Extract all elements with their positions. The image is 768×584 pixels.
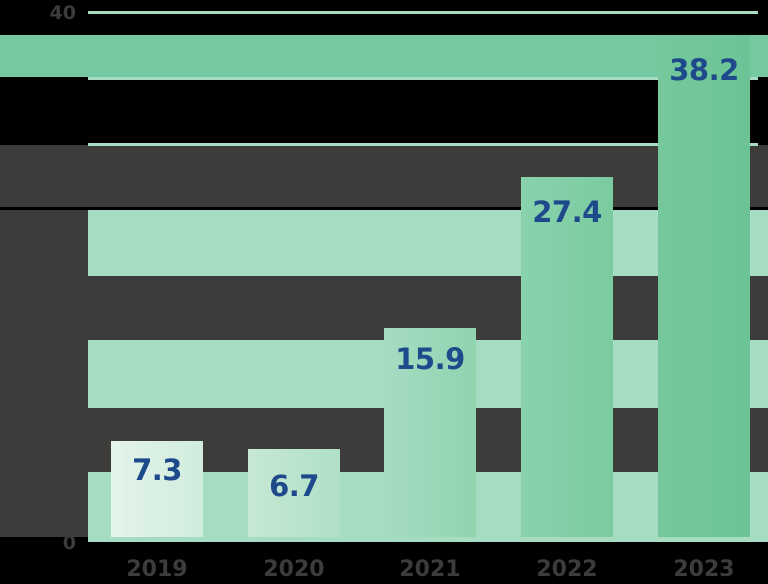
decorative-band — [0, 35, 768, 77]
decorative-band — [88, 210, 768, 276]
bar-value-label: 15.9 — [395, 342, 465, 376]
bar-value-label: 6.7 — [269, 469, 319, 503]
bar-value-label: 38.2 — [669, 53, 739, 87]
bar-2019[interactable]: 7.3 — [111, 441, 203, 537]
bar-2021[interactable]: 15.9 — [384, 328, 476, 537]
y-tick-label-0: 0 — [62, 532, 76, 554]
x-tick-label-2020: 2020 — [263, 557, 325, 582]
bar-2023[interactable]: 38.2 — [658, 35, 750, 537]
decorative-band — [0, 210, 88, 276]
decorative-band — [0, 472, 88, 537]
bar-2020[interactable]: 6.7 — [248, 449, 340, 537]
x-tick-label-2023: 2023 — [673, 557, 735, 582]
decorative-band — [0, 145, 768, 207]
x-tick-label-2022: 2022 — [536, 557, 598, 582]
decorative-band — [0, 340, 88, 408]
bar-value-label: 27.4 — [532, 195, 602, 229]
bar-2022[interactable]: 27.4 — [521, 177, 613, 537]
gridline-35 — [88, 77, 758, 80]
gridline-30 — [88, 143, 758, 146]
x-tick-label-2019: 2019 — [126, 557, 188, 582]
y-tick-label-40: 40 — [49, 2, 76, 24]
bar-value-label: 7.3 — [132, 453, 182, 487]
gridline-40 — [88, 11, 758, 14]
x-tick-label-2021: 2021 — [399, 557, 461, 582]
